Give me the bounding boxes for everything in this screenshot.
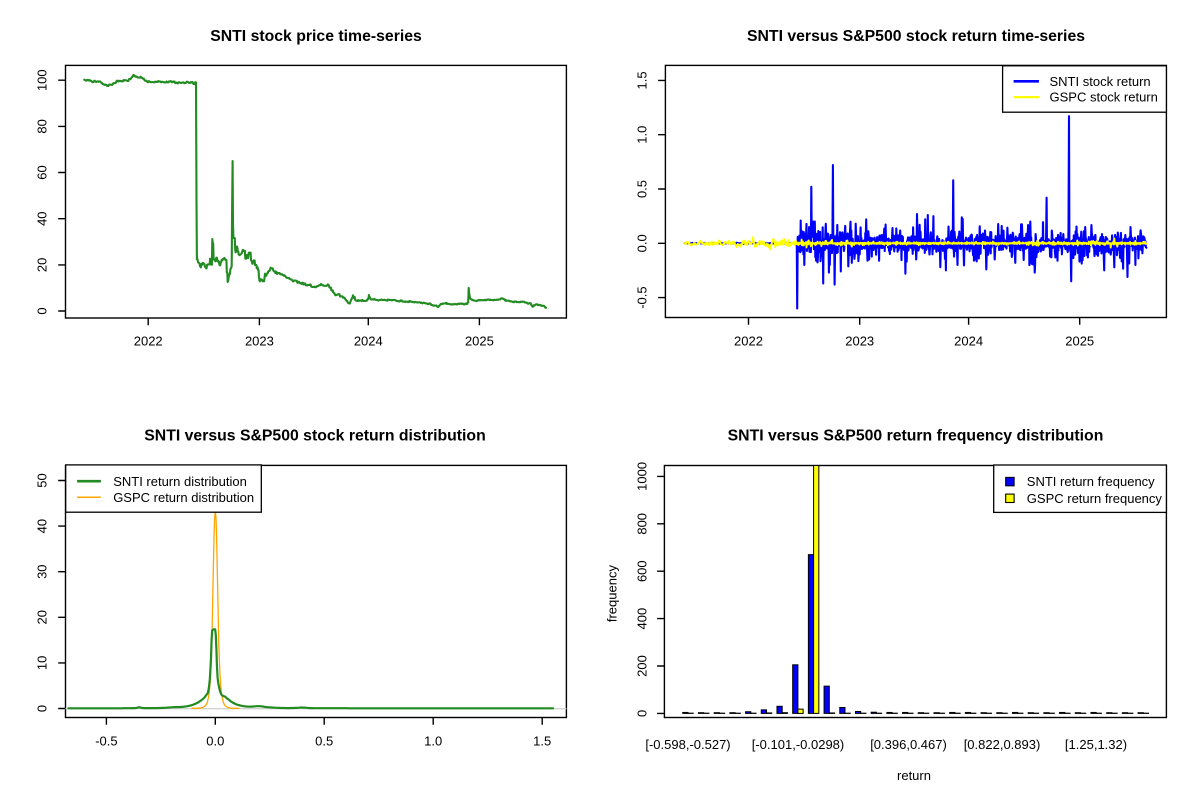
- svg-text:0: 0: [35, 307, 50, 314]
- svg-text:1.5: 1.5: [533, 734, 551, 749]
- svg-text:2025: 2025: [465, 334, 494, 349]
- svg-text:2023: 2023: [845, 334, 874, 349]
- svg-text:2022: 2022: [734, 334, 763, 349]
- svg-text:[-0.598,-0.527): [-0.598,-0.527): [645, 737, 730, 752]
- svg-text:80: 80: [35, 119, 50, 133]
- svg-text:0.0: 0.0: [635, 234, 650, 252]
- svg-text:SNTI versus S&P500 return freq: SNTI versus S&P500 return frequency dist…: [728, 428, 1104, 445]
- svg-text:200: 200: [635, 655, 650, 677]
- svg-text:600: 600: [635, 560, 650, 582]
- svg-text:SNTI stock return: SNTI stock return: [1050, 74, 1151, 89]
- svg-text:1.0: 1.0: [424, 734, 442, 749]
- svg-text:20: 20: [35, 610, 50, 624]
- svg-text:800: 800: [635, 513, 650, 535]
- svg-text:[0.822,0.893): [0.822,0.893): [964, 737, 1041, 752]
- svg-text:1000: 1000: [635, 462, 650, 491]
- svg-text:2024: 2024: [354, 334, 383, 349]
- svg-text:[-0.101,-0.0298): [-0.101,-0.0298): [752, 737, 845, 752]
- svg-text:return: return: [897, 768, 931, 783]
- svg-text:50: 50: [35, 473, 50, 487]
- svg-text:400: 400: [635, 608, 650, 630]
- svg-text:GSPC return distribution: GSPC return distribution: [113, 490, 254, 505]
- svg-text:frequency: frequency: [605, 565, 620, 623]
- svg-text:2025: 2025: [1065, 334, 1094, 349]
- svg-text:1.0: 1.0: [635, 126, 650, 144]
- svg-text:SNTI return distribution: SNTI return distribution: [113, 474, 247, 489]
- svg-text:GSPC return frequency: GSPC return frequency: [1027, 491, 1163, 506]
- svg-text:0: 0: [635, 710, 650, 717]
- svg-text:0: 0: [35, 705, 50, 712]
- svg-text:0.0: 0.0: [206, 734, 224, 749]
- svg-text:30: 30: [35, 564, 50, 578]
- svg-text:0.5: 0.5: [635, 180, 650, 198]
- svg-text:[0.396,0.467): [0.396,0.467): [870, 737, 947, 752]
- svg-text:40: 40: [35, 211, 50, 225]
- svg-text:SNTI versus S&P500 stock retur: SNTI versus S&P500 stock return time-ser…: [747, 28, 1085, 45]
- svg-text:SNTI return frequency: SNTI return frequency: [1027, 474, 1155, 489]
- svg-text:2024: 2024: [954, 334, 983, 349]
- svg-text:SNTI stock price time-series: SNTI stock price time-series: [210, 28, 422, 45]
- svg-text:GSPC stock return: GSPC stock return: [1050, 90, 1158, 105]
- svg-text:-0.5: -0.5: [635, 286, 650, 308]
- svg-text:60: 60: [35, 165, 50, 179]
- svg-text:0.5: 0.5: [315, 734, 333, 749]
- svg-text:2022: 2022: [134, 334, 163, 349]
- svg-text:-0.5: -0.5: [95, 734, 117, 749]
- svg-text:[1.25,1.32): [1.25,1.32): [1065, 737, 1127, 752]
- svg-text:40: 40: [35, 519, 50, 533]
- svg-text:SNTI versus S&P500 stock retur: SNTI versus S&P500 stock return distribu…: [144, 428, 485, 445]
- svg-text:100: 100: [35, 69, 50, 91]
- svg-text:1.5: 1.5: [635, 71, 650, 89]
- svg-text:20: 20: [35, 258, 50, 272]
- svg-text:2023: 2023: [245, 334, 274, 349]
- svg-text:10: 10: [35, 656, 50, 670]
